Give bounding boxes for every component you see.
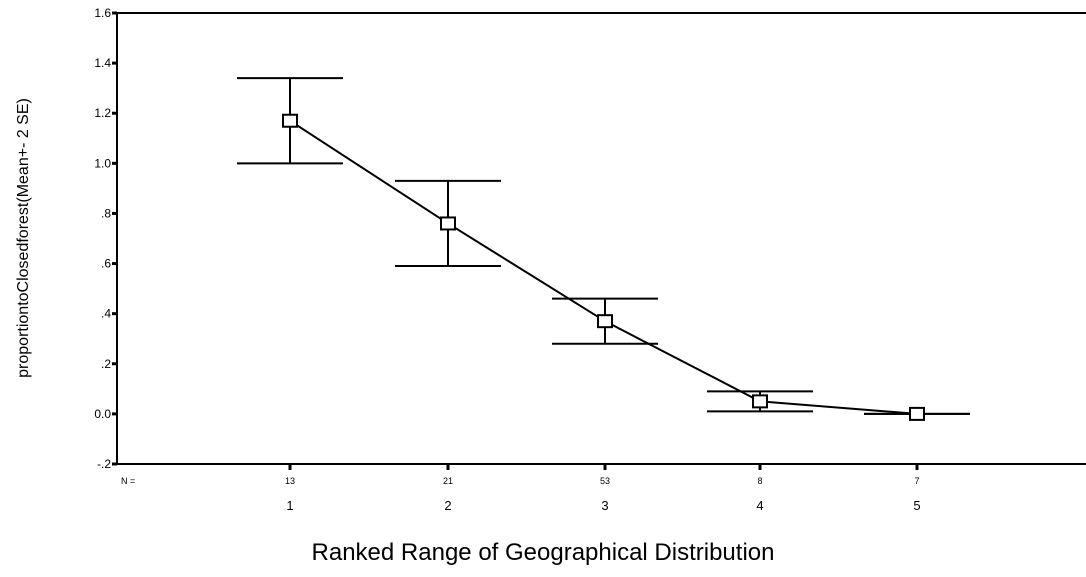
y-tick-label: .6 [101,257,111,271]
n-count-row: N = 13 21 53 8 7 [121,476,920,486]
mean-marker [282,113,298,128]
error-bars [237,77,970,415]
mean-markers [282,113,925,421]
n-count-label: 8 [757,476,762,486]
y-axis-ticks: -.2 0.0 .2 .4 .6 .8 1.0 1.2 1.4 1.6 [94,6,117,471]
x-axis-label: Ranked Range of Geographical Distributio… [312,539,775,566]
x-tick-label: 5 [913,498,920,513]
x-tick-label: 1 [286,498,293,513]
mean-marker [597,314,613,329]
mean-line [289,119,918,415]
n-count-label: 53 [600,476,610,486]
y-tick-label: -.2 [97,457,111,471]
mean-marker [440,216,456,231]
n-count-label: 7 [914,476,919,486]
n-label: N = [121,476,135,486]
n-count-label: 13 [285,476,295,486]
y-tick-label: .2 [101,357,111,371]
x-tick-label: 2 [444,498,451,513]
y-tick-label: 1.0 [94,156,111,170]
y-tick-label: 1.6 [94,6,111,20]
y-tick-label: .4 [101,307,111,321]
y-axis-label: proportiontoClosedforest(Mean+- 2 SE) [15,98,32,378]
y-tick-label: 1.2 [94,106,111,120]
y-tick-label: 0.0 [94,407,111,421]
y-tick-label: .8 [101,206,111,220]
y-tick-label: 1.4 [94,56,111,70]
mean-marker [752,394,768,409]
x-tick-label: 4 [756,498,763,513]
mean-marker [909,406,925,421]
x-tick-label: 3 [601,498,608,513]
x-axis-ticks: 1 2 3 4 5 [286,464,921,513]
n-count-label: 21 [443,476,453,486]
plot-frame [116,12,1086,465]
